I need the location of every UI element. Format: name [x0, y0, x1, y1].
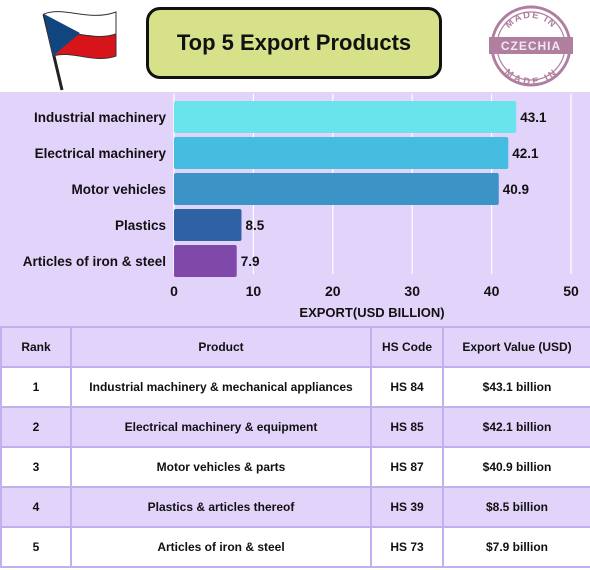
category-label: Motor vehicles — [71, 182, 166, 197]
cell-export-value: $43.1 billion — [442, 366, 590, 408]
made-in-czechia-stamp: MADE IN CZECHIA MADE IN — [489, 5, 573, 88]
x-tick-label: 20 — [325, 283, 341, 299]
table-row: 5 Articles of iron & steel HS 73 $7.9 bi… — [0, 526, 590, 568]
table-row: 1 Industrial machinery & mechanical appl… — [0, 366, 590, 408]
data-label: 42.1 — [512, 146, 539, 161]
header-rank: Rank — [0, 326, 72, 368]
table-row: 3 Motor vehicles & parts HS 87 $40.9 bil… — [0, 446, 590, 488]
header-export-value: Export Value (USD) — [442, 326, 590, 368]
cell-product: Industrial machinery & mechanical applia… — [70, 366, 372, 408]
x-tick-label: 0 — [170, 283, 178, 299]
data-label: 7.9 — [241, 254, 260, 269]
header-hs-code: HS Code — [370, 326, 444, 368]
x-tick-label: 30 — [404, 283, 420, 299]
cell-export-value: $40.9 billion — [442, 446, 590, 488]
header-product: Product — [70, 326, 372, 368]
export-table-wrap: Rank Product HS Code Export Value (USD) … — [0, 326, 590, 570]
title-box: Top 5 Export Products — [146, 7, 442, 79]
bar — [174, 173, 499, 205]
cell-product: Plastics & articles thereof — [70, 486, 372, 528]
svg-text:MADE IN: MADE IN — [502, 67, 559, 88]
category-label: Industrial machinery — [34, 110, 167, 125]
cell-rank: 4 — [0, 486, 72, 528]
czech-flag-icon — [42, 11, 117, 91]
cell-rank: 2 — [0, 406, 72, 448]
x-axis-label: EXPORT(USD BILLION) — [299, 305, 444, 320]
data-label: 8.5 — [245, 218, 264, 233]
category-label: Plastics — [115, 218, 166, 233]
stamp-bottom-text: MADE IN — [502, 67, 558, 88]
table-header-row: Rank Product HS Code Export Value (USD) — [0, 326, 590, 368]
cell-hs-code: HS 84 — [370, 366, 444, 408]
table-row: 2 Electrical machinery & equipment HS 85… — [0, 406, 590, 448]
cell-rank: 5 — [0, 526, 72, 568]
category-label: Electrical machinery — [35, 146, 167, 161]
cell-export-value: $7.9 billion — [442, 526, 590, 568]
stamp-middle-text: CZECHIA — [501, 39, 561, 53]
header: Top 5 Export Products MADE IN CZECHIA MA… — [0, 0, 590, 92]
cell-hs-code: HS 85 — [370, 406, 444, 448]
page-title: Top 5 Export Products — [176, 30, 412, 55]
cell-hs-code: HS 39 — [370, 486, 444, 528]
cell-export-value: $8.5 billion — [442, 486, 590, 528]
cell-rank: 1 — [0, 366, 72, 408]
bar-chart-svg: Industrial machinery 43.1 Electrical machi… — [23, 94, 579, 320]
x-tick-label: 10 — [246, 283, 262, 299]
export-table: Rank Product HS Code Export Value (USD) … — [0, 326, 590, 568]
x-tick-label: 40 — [484, 283, 500, 299]
cell-product: Motor vehicles & parts — [70, 446, 372, 488]
cell-product: Electrical machinery & equipment — [70, 406, 372, 448]
data-label: 40.9 — [503, 182, 529, 197]
category-label: Articles of iron & steel — [23, 254, 166, 269]
bar — [174, 101, 517, 133]
cell-rank: 3 — [0, 446, 72, 488]
cell-product: Articles of iron & steel — [70, 526, 372, 568]
bar — [174, 209, 242, 241]
table-row: 4 Plastics & articles thereof HS 39 $8.5… — [0, 486, 590, 528]
cell-hs-code: HS 73 — [370, 526, 444, 568]
cell-hs-code: HS 87 — [370, 446, 444, 488]
x-tick-label: 50 — [563, 283, 579, 299]
bar-chart: Industrial machinery 43.1 Electrical machi… — [0, 92, 590, 326]
bar — [174, 245, 237, 277]
data-label: 43.1 — [520, 110, 547, 125]
bar — [174, 137, 509, 169]
cell-export-value: $42.1 billion — [442, 406, 590, 448]
